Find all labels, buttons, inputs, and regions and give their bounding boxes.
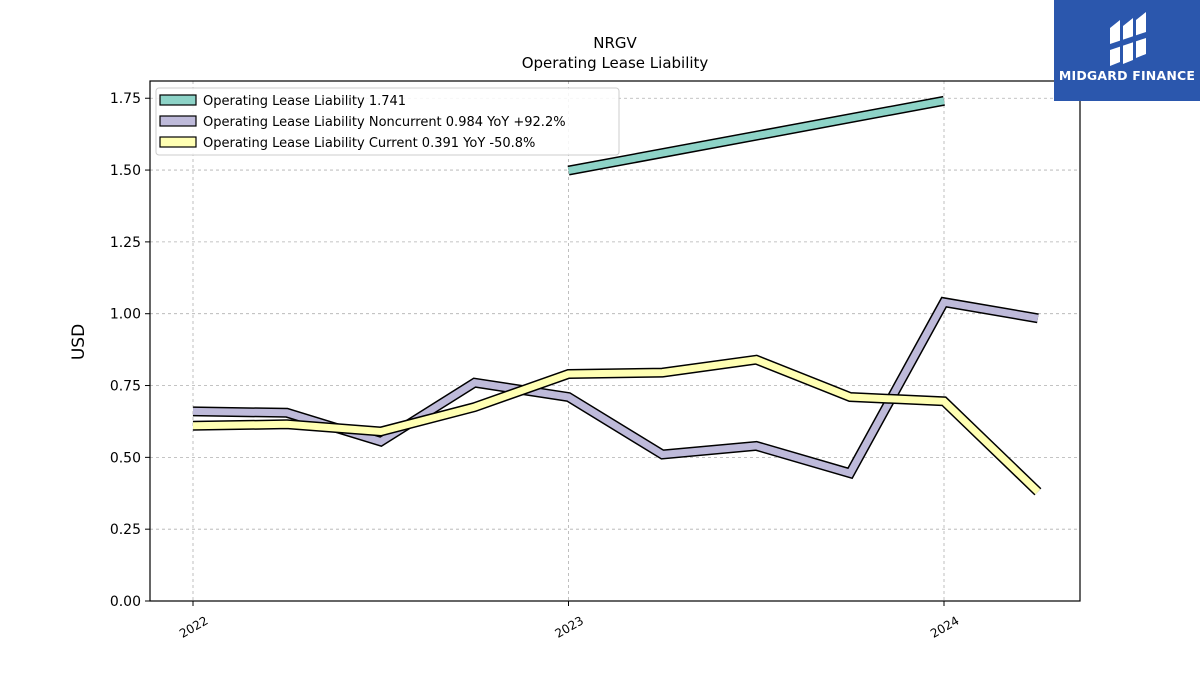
legend-swatch [159, 136, 197, 148]
y-tick-label: 0.00 [110, 594, 141, 610]
x-tick-label: 2022 [177, 613, 210, 640]
legend-swatch [159, 94, 197, 106]
y-tick-label: 1.50 [110, 163, 141, 179]
logo-wordmark: MIDGARD FINANCE [1058, 68, 1196, 83]
legend-entry: Operating Lease Liability Noncurrent 0.9… [203, 115, 566, 130]
chart-title: NRGV [593, 34, 637, 52]
y-tick-label: 1.75 [110, 91, 141, 107]
legend: Operating Lease Liability 1.741 Operating… [155, 87, 620, 156]
legend-box [155, 87, 620, 156]
grid [150, 81, 1080, 602]
series-line [567, 97, 945, 175]
y-tick-label: 0.50 [110, 450, 141, 466]
y-axis-label: USD [69, 324, 89, 360]
x-tick-label: 2023 [553, 613, 586, 640]
plot-frame [149, 80, 1081, 602]
series-line [192, 298, 1039, 478]
y-tick-label: 1.00 [110, 307, 141, 323]
series-line-outline [192, 296, 1039, 480]
y-tick-label: 0.75 [110, 379, 141, 395]
legend-entry: Operating Lease Liability Current 0.391 … [203, 136, 535, 151]
legend-entry: Operating Lease Liability 1.741 [203, 94, 406, 109]
series-lines [192, 95, 1042, 496]
midgard-finance-logo: MIDGARD FINANCE [1054, 0, 1200, 101]
y-axis: 0.00 0.25 0.50 0.75 1.00 1.25 1.50 1.75 [110, 91, 150, 610]
x-tick-label: 2024 [928, 613, 961, 640]
legend-swatch [159, 115, 197, 127]
y-tick-label: 0.25 [110, 522, 141, 538]
series-line [192, 356, 1041, 495]
chart-subtitle: Operating Lease Liability [522, 54, 709, 72]
midgard-logo-icon [1110, 12, 1146, 66]
x-axis: 2022 2023 2024 [177, 601, 962, 641]
y-tick-label: 1.25 [110, 235, 141, 251]
